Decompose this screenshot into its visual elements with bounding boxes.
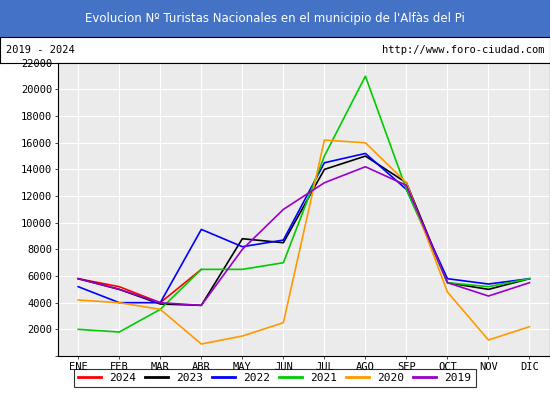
Text: 2019 - 2024: 2019 - 2024 [6,45,74,55]
Text: Evolucion Nº Turistas Nacionales en el municipio de l'Alfàs del Pi: Evolucion Nº Turistas Nacionales en el m… [85,12,465,25]
Text: http://www.foro-ciudad.com: http://www.foro-ciudad.com [382,45,544,55]
Legend: 2024, 2023, 2022, 2021, 2020, 2019: 2024, 2023, 2022, 2021, 2020, 2019 [74,368,476,388]
